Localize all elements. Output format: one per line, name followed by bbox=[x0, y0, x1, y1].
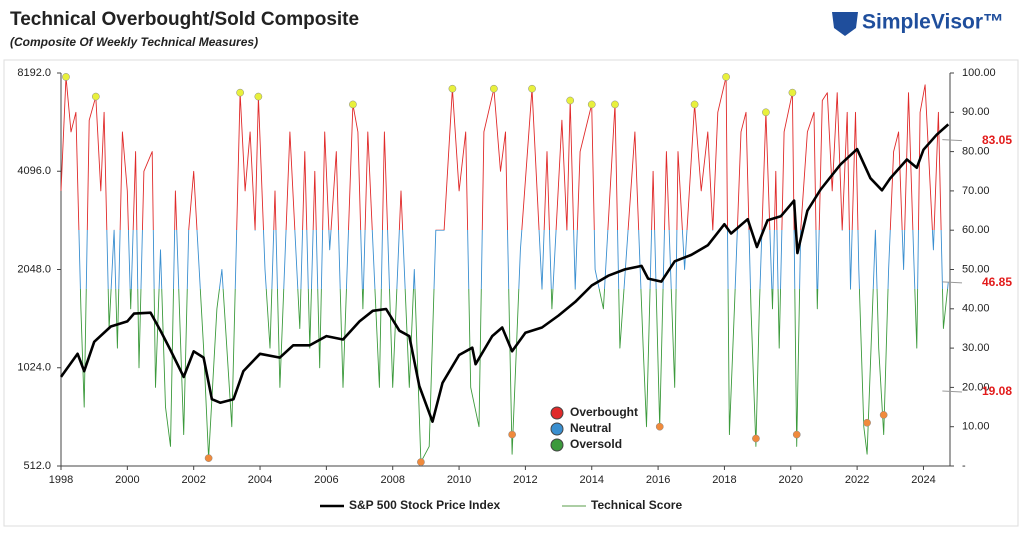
y2-tick-label: 40.00 bbox=[962, 303, 990, 315]
overbought-signals bbox=[91, 92, 100, 101]
oversold-signals bbox=[752, 434, 760, 443]
annotation-leader bbox=[942, 281, 963, 284]
score-line bbox=[60, 76, 949, 463]
chart-subtitle: (Composite Of Weekly Technical Measures) bbox=[10, 35, 258, 49]
chart-title: Technical Overbought/Sold Composite bbox=[10, 9, 359, 30]
y2-tick-label: 10.00 bbox=[962, 421, 990, 433]
overbought-signals bbox=[566, 96, 575, 105]
chart-frame bbox=[3, 59, 1019, 527]
overbought-signals bbox=[788, 88, 797, 97]
annotation-leader bbox=[942, 139, 963, 142]
overbought-signals bbox=[490, 84, 498, 93]
zone-legend-marker bbox=[550, 406, 564, 420]
overbought-signals bbox=[587, 100, 596, 109]
oversold-signals bbox=[204, 454, 213, 462]
y2-tick-label: 70.00 bbox=[962, 185, 990, 197]
y-tick-label: 4096.0 bbox=[17, 165, 51, 177]
y2-tick-label: 100.00 bbox=[962, 67, 996, 79]
legend-label: Technical Score bbox=[591, 498, 682, 512]
overbought-signals bbox=[611, 100, 619, 109]
oversold-signals bbox=[879, 411, 888, 419]
brand-name: SimpleVisor™ bbox=[862, 11, 1004, 34]
x-tick-label: 2000 bbox=[115, 474, 139, 486]
legend-label: S&P 500 Stock Price Index bbox=[349, 498, 501, 512]
overbought-signals bbox=[349, 100, 357, 109]
x-tick-label: 2008 bbox=[380, 474, 404, 486]
oversold-signals bbox=[508, 430, 516, 439]
annotation-label: 83.05 bbox=[982, 133, 1012, 147]
x-tick-label: 2014 bbox=[580, 474, 604, 486]
y2-tick-label: 50.00 bbox=[962, 263, 990, 275]
x-tick-label: 2010 bbox=[447, 474, 471, 486]
oversold-signals bbox=[792, 430, 801, 439]
zone-legend-marker bbox=[550, 422, 564, 436]
x-tick-label: 2022 bbox=[845, 474, 869, 486]
x-tick-label: 2024 bbox=[911, 474, 935, 486]
x-tick-label: 2016 bbox=[646, 474, 670, 486]
y2-tick-label: 20.00 bbox=[962, 381, 990, 393]
y-tick-label: 8192.0 bbox=[17, 67, 51, 79]
y2-tick-label: 80.00 bbox=[962, 146, 990, 158]
y2-tick-label: 60.00 bbox=[962, 224, 990, 236]
y2-tick-label: 30.00 bbox=[962, 342, 990, 354]
annotation-leader bbox=[942, 390, 963, 393]
x-tick-label: 2004 bbox=[248, 474, 272, 486]
annotation-label: 19.08 bbox=[982, 384, 1012, 398]
zone-legend-label: Oversold bbox=[570, 437, 622, 451]
brand-logo bbox=[832, 12, 858, 36]
x-tick-label: 2006 bbox=[314, 474, 338, 486]
overbought-signals bbox=[528, 84, 536, 93]
overbought-signals bbox=[236, 88, 244, 97]
overbought-signals bbox=[722, 73, 730, 81]
x-tick-label: 2020 bbox=[779, 474, 803, 486]
x-tick-label: 2002 bbox=[181, 474, 205, 486]
zone-legend-label: Overbought bbox=[570, 405, 638, 419]
annotation-label: 46.85 bbox=[982, 275, 1012, 289]
y2-tick-label: - bbox=[962, 460, 966, 472]
oversold-signals bbox=[417, 458, 425, 466]
x-tick-label: 1998 bbox=[49, 474, 73, 486]
oversold-signals bbox=[655, 422, 664, 431]
y2-tick-label: 90.00 bbox=[962, 106, 990, 118]
overbought-signals bbox=[254, 92, 263, 101]
overbought-signals bbox=[62, 73, 70, 81]
overbought-signals bbox=[762, 108, 770, 117]
zone-legend-label: Neutral bbox=[570, 421, 611, 435]
oversold-signals bbox=[863, 418, 871, 427]
x-tick-label: 2018 bbox=[712, 474, 736, 486]
overbought-signals bbox=[690, 100, 699, 109]
overbought-signals bbox=[448, 84, 457, 93]
y-tick-label: 2048.0 bbox=[17, 263, 51, 275]
index-line bbox=[59, 123, 950, 423]
y-tick-label: 512.0 bbox=[23, 460, 51, 472]
x-tick-label: 2012 bbox=[513, 474, 537, 486]
y-tick-label: 1024.0 bbox=[17, 362, 51, 374]
zone-legend-marker bbox=[550, 438, 564, 452]
